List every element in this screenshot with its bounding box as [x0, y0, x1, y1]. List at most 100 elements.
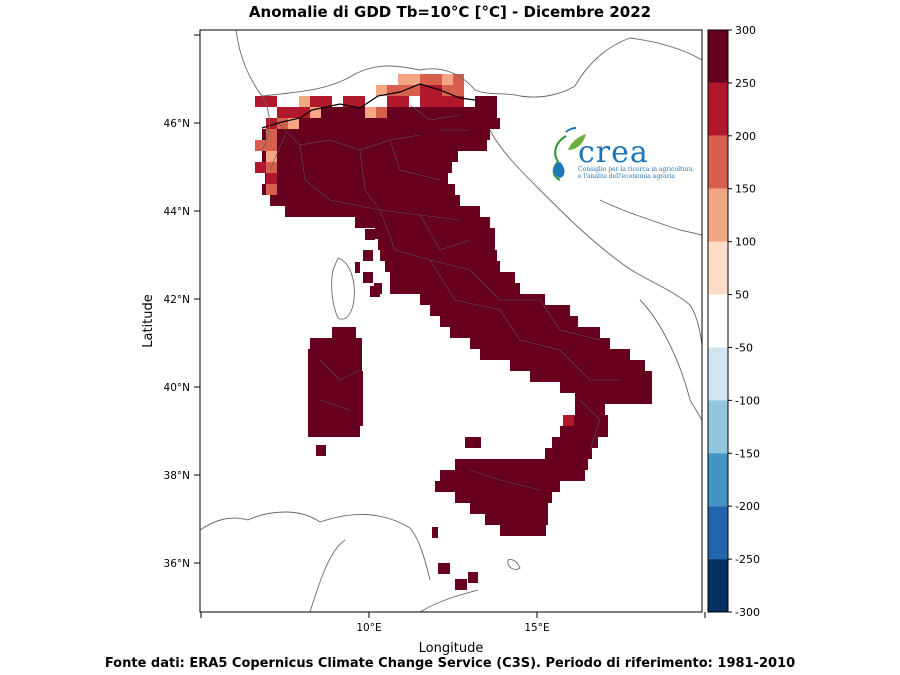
anomaly-band	[552, 437, 598, 448]
data-source-note: Fonte dati: ERA5 Copernicus Climate Chan…	[104, 656, 796, 671]
anomaly-cell	[432, 527, 438, 538]
anomaly-cell-light	[563, 415, 574, 426]
anomaly-cell-light	[321, 96, 332, 107]
colorbar-swatch-1	[708, 82, 728, 136]
map-title: Anomalie di GDD Tb=10°C [°C] - Dicembre …	[248, 3, 652, 21]
anomaly-band-sardinia	[308, 404, 363, 415]
colorbar-label: 50	[735, 289, 749, 302]
anomaly-cell-light	[266, 184, 277, 195]
y-tick-label: 40°N	[164, 382, 190, 394]
anomaly-band	[355, 217, 490, 228]
anomaly-band	[380, 250, 497, 261]
anomaly-cell	[363, 272, 373, 283]
anomaly-cell-light	[420, 96, 431, 107]
anomaly-cell-light	[255, 162, 266, 173]
anomaly-cell-light	[266, 173, 277, 184]
colorbar-frame	[707, 29, 729, 613]
regional-borders	[269, 104, 620, 491]
colorbar-label: 200	[735, 130, 756, 143]
anomaly-cell-light	[255, 96, 266, 107]
anomaly-cell	[455, 579, 467, 590]
anomaly-band	[265, 173, 448, 184]
colorbar-swatch-8	[708, 453, 728, 507]
anomaly-cell-light	[299, 96, 310, 107]
colorbar-label: -250	[735, 553, 760, 566]
anomaly-band	[455, 492, 552, 503]
anomaly-band	[435, 481, 560, 492]
colorbar-swatch-10	[708, 559, 728, 612]
region-border	[379, 209, 471, 271]
anomaly-cell-light	[420, 74, 431, 85]
anomaly-cell-light	[409, 74, 420, 85]
crea-logo: crea Consiglio per la ricerca in agricol…	[552, 127, 693, 181]
anomaly-cell-light	[442, 74, 453, 85]
colorbar-swatch-5	[708, 294, 728, 348]
anomaly-cell-light	[266, 129, 277, 140]
y-axis-label: Latitude	[141, 294, 156, 348]
anomaly-cell	[438, 563, 450, 574]
region-border	[429, 259, 540, 311]
colorbar-label: 100	[735, 236, 756, 249]
anomaly-cell-light	[387, 96, 398, 107]
anomaly-band	[480, 349, 630, 360]
anomaly-cell-light	[354, 96, 365, 107]
anomaly-band	[560, 382, 652, 393]
colorbar-label: -150	[735, 447, 760, 460]
anomaly-cell-light	[398, 96, 409, 107]
y-tick-label: 42°N	[164, 294, 190, 306]
anomaly-cell-light	[277, 107, 288, 118]
anomaly-band	[420, 294, 545, 305]
coastline-balkans	[599, 199, 702, 421]
colorbar-label: 250	[735, 77, 756, 90]
colorbar-label: -100	[735, 394, 760, 407]
anomaly-band	[262, 129, 490, 140]
anomaly-band	[570, 415, 608, 426]
anomaly-band	[262, 162, 452, 173]
anomaly-band	[390, 283, 520, 294]
anomaly-cell	[365, 229, 375, 240]
anomaly-cell-light	[442, 85, 453, 96]
plot-frame	[199, 29, 703, 613]
anomaly-cell-light	[453, 85, 464, 96]
crea-tagline-1: Consiglio per la ricerca in agricoltura	[578, 166, 693, 173]
colorbar-swatch-4	[708, 241, 728, 295]
anomaly-band	[440, 470, 585, 481]
anomaly-cell-light	[376, 85, 387, 96]
anomaly-band	[285, 206, 480, 217]
colorbar-label: -50	[735, 341, 753, 354]
anomaly-band	[270, 195, 460, 206]
anomaly-cell	[374, 286, 380, 297]
region-border	[499, 299, 601, 351]
colorbar-swatch-6	[708, 347, 728, 401]
anomaly-band-sardinia	[308, 415, 363, 426]
anomaly-band-sardinia	[308, 382, 363, 393]
anomaly-band	[378, 239, 495, 250]
national-border	[261, 83, 476, 129]
region-border	[299, 144, 381, 211]
anomaly-cell-light	[431, 96, 442, 107]
anomaly-cell-light	[266, 151, 277, 162]
anomaly-cell	[470, 337, 476, 348]
anomaly-cell	[355, 262, 360, 273]
coastline-adriatic-east	[489, 129, 702, 346]
anomaly-band-sardinia	[308, 360, 362, 371]
anomaly-band-sardinia	[308, 426, 360, 437]
coastline-malta	[507, 559, 521, 570]
anomaly-cell-light	[266, 118, 277, 129]
colorbar-swatch-2	[708, 135, 728, 189]
y-tick-label: 38°N	[164, 470, 190, 482]
anomaly-band	[575, 393, 652, 404]
anomaly-cell-light	[310, 107, 321, 118]
region-border	[269, 104, 470, 171]
coastline-north-africa	[200, 511, 479, 612]
region-border	[274, 119, 421, 151]
anomaly-cell-light	[299, 107, 310, 118]
anomaly-band	[485, 514, 548, 525]
colorbar-label: 150	[735, 183, 756, 196]
colorbar-label: -300	[735, 606, 760, 619]
anomaly-band	[390, 272, 515, 283]
anomaly-band	[545, 448, 592, 459]
x-tick-label: 15°E	[524, 622, 549, 634]
anomaly-cell-light	[288, 107, 299, 118]
